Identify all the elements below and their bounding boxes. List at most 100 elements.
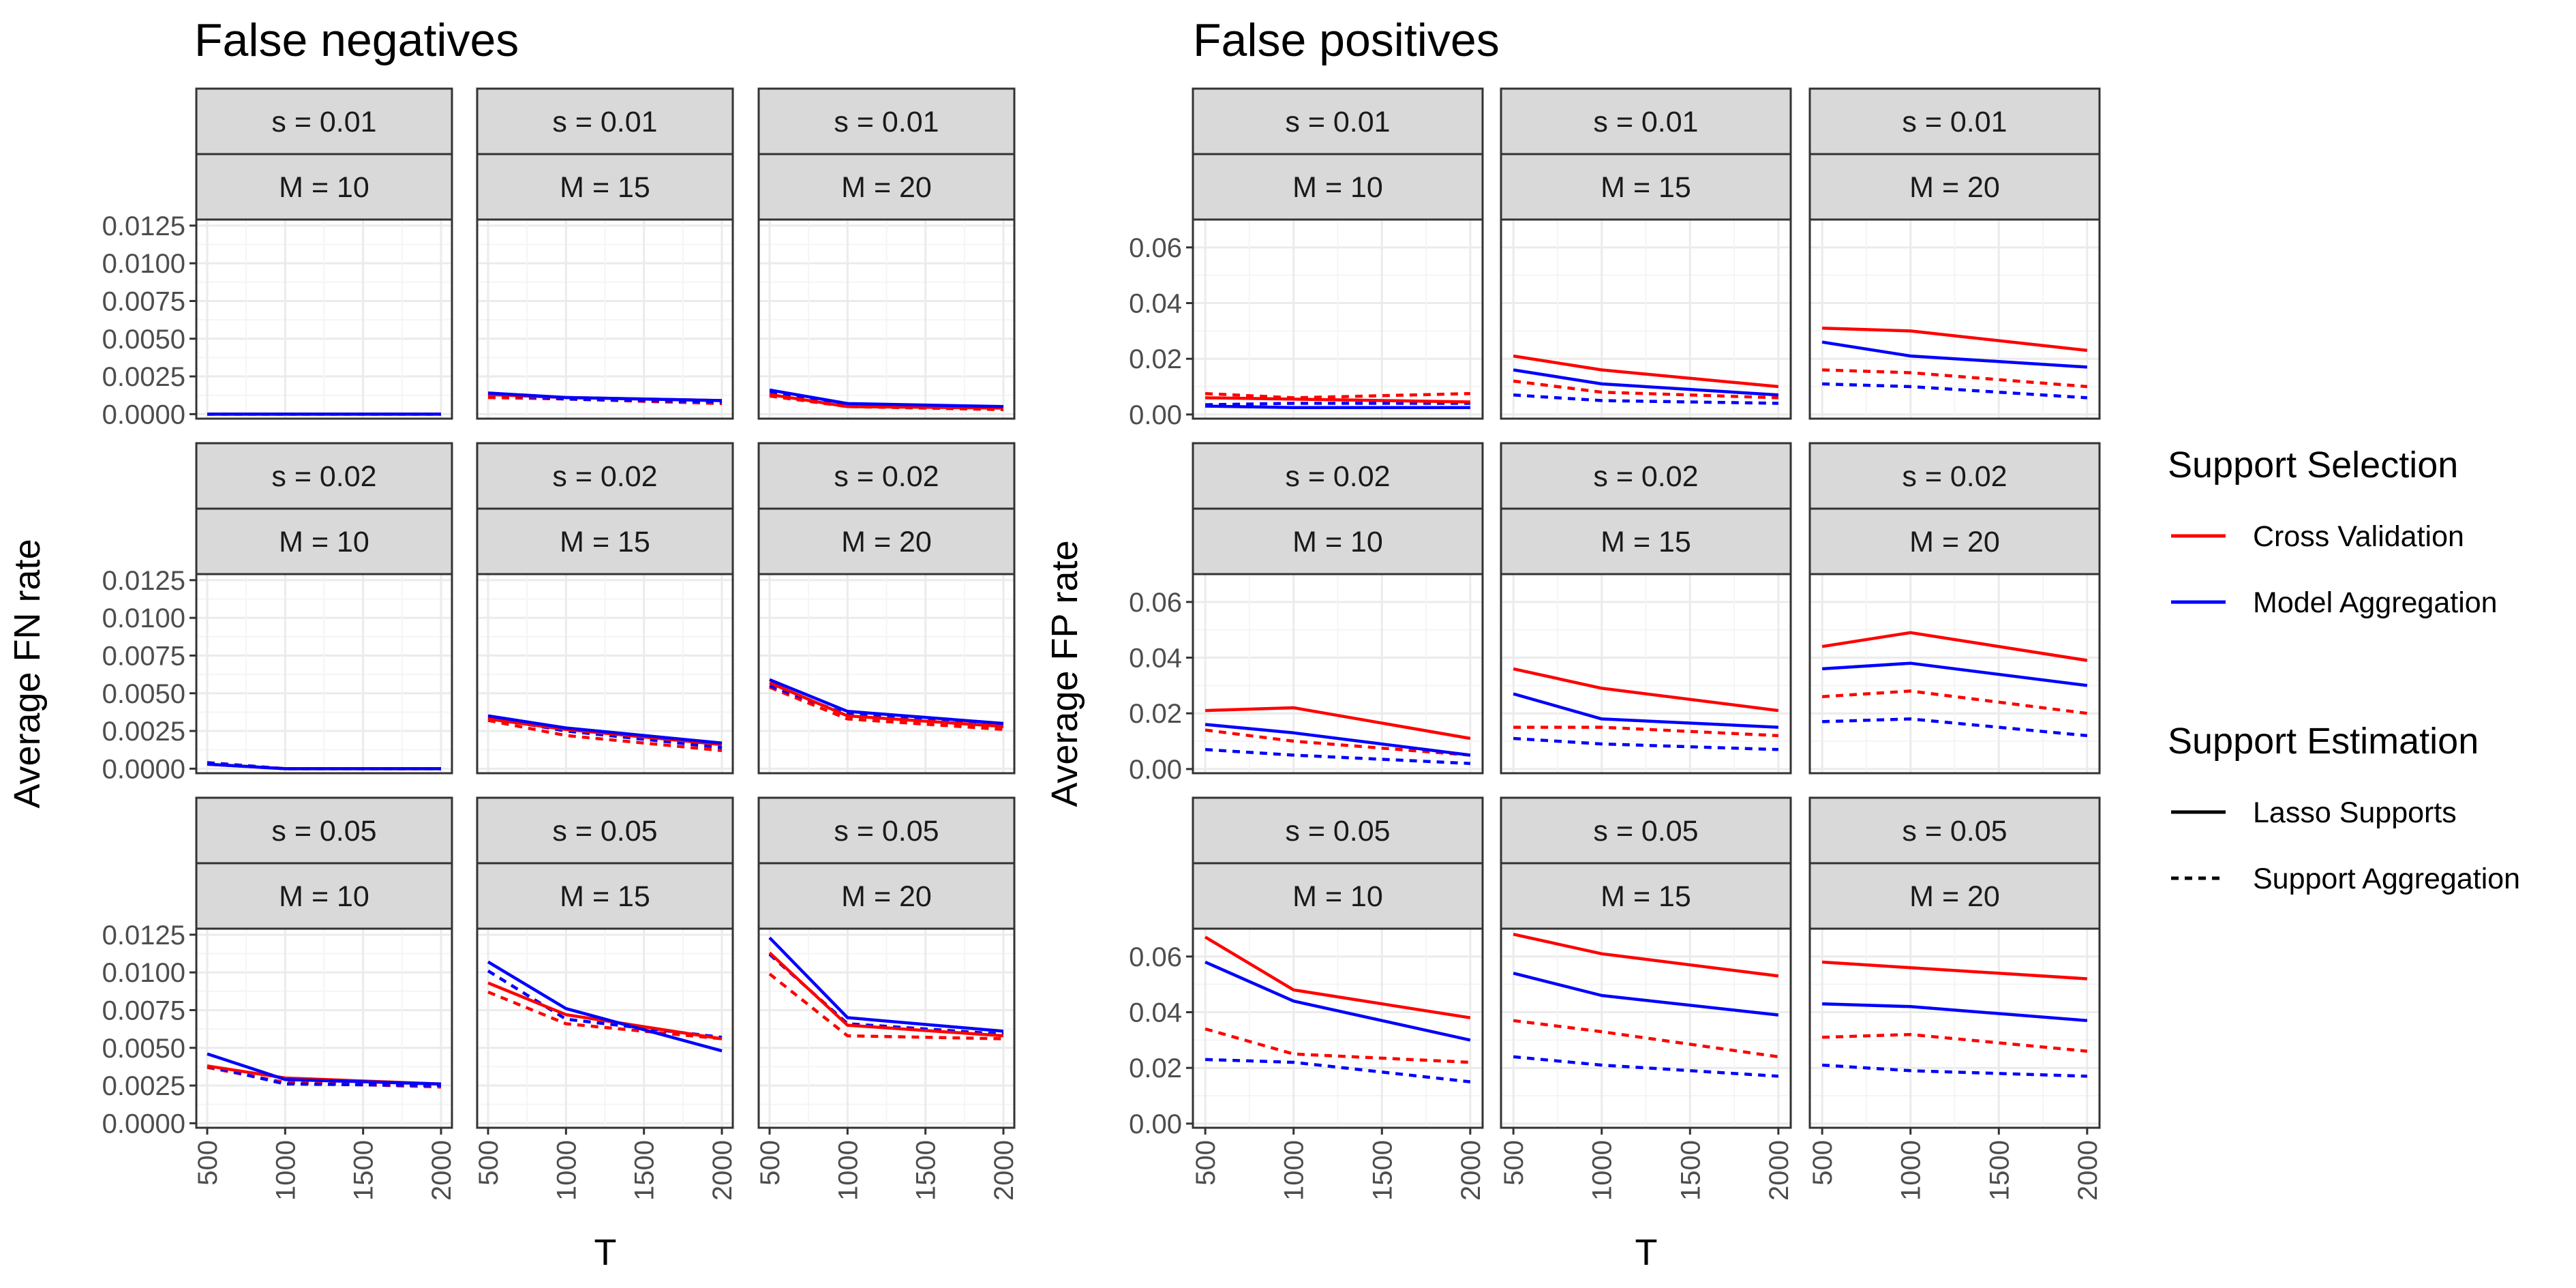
strip-s-label: s = 0.02 [1902,460,2007,493]
strip-m-label: M = 20 [841,880,932,913]
strip-m [1500,862,1792,930]
x-tick-label: 2000 [1456,1140,1486,1201]
series-line-ma-lasso-supports [1822,1002,2088,1023]
series-line-cv-support-aggregation [1204,728,1471,757]
series-line-cv-lasso-supports [1205,706,1471,740]
series-line-ma-lasso-supports [1821,661,2088,687]
series-line-ma-lasso-supports [487,960,723,1053]
series-line-ma-lasso-supports [487,391,723,402]
y-tick-label: 0.0075 [102,995,185,1025]
panel-border [1500,573,1792,775]
series-line-ma-support-aggregation [1205,402,1470,406]
strip-m-label: M = 15 [1601,526,1691,558]
strip-s-label: s = 0.01 [834,106,939,138]
x-tick-label: 1500 [1984,1140,2014,1201]
strip-s [195,442,453,510]
strip-s [476,87,734,155]
series-line-cv-lasso-supports [1204,935,1471,1019]
y-tick-label: 0.0025 [102,1071,185,1101]
strip-m-label: M = 20 [1909,526,2000,558]
panel-border [1808,218,2101,420]
series-line-ma-lasso-supports [769,388,1004,408]
strip-m-label: M = 20 [841,171,932,204]
facet-panel: s = 0.05 M = 10 0.0000 0.0025 0.0050 0.0075 0.… [102,796,457,1201]
y-tick-label: 0.0100 [102,249,185,279]
strip-m [1500,153,1792,221]
panel-border [476,573,734,775]
strip-m [1192,153,1484,221]
strip-s [1808,442,2101,510]
panel-group-false-negatives: False negatives s = 0.01 M = 10 0.0000 0.002… [7,14,1019,1273]
series-line-cv-support-aggregation [487,990,723,1040]
series-line-cv-lasso-supports [769,681,1004,728]
x-tick-label: 1500 [1676,1140,1706,1201]
facet-panel: s = 0.01 M = 15 [1500,87,1792,420]
strip-s-label: s = 0.05 [1285,815,1390,848]
legend-label-support-aggregation: Support Aggregation [2253,863,2520,895]
facet-panel: s = 0.02 M = 10 0.0000 0.0025 0.0050 0.0075 0.… [102,442,453,784]
x-tick-label: 500 [755,1140,785,1186]
series-line-ma-lasso-supports [769,678,1004,725]
series-line-cv-lasso-supports [1513,354,1779,389]
strip-s-label: s = 0.05 [834,815,939,848]
series-line-ma-support-aggregation [1822,382,2088,400]
y-tick-label: 0.0125 [102,566,185,596]
strip-m-label: M = 10 [1292,880,1383,913]
panel-border [476,218,734,420]
series-line-cv-support-aggregation [1822,368,2088,389]
legend-label-lasso-supports: Lasso Supports [2253,796,2457,829]
series-line-ma-support-aggregation [207,1064,442,1088]
series-line-ma-support-aggregation [487,715,723,749]
series-line-cv-support-aggregation [1822,1032,2088,1053]
series-line-cv-lasso-supports [1205,396,1470,404]
strip-s [476,796,734,865]
strip-m [476,507,734,575]
facet-panel: s = 0.02 M = 15 [1500,442,1792,775]
facet-panel: s = 0.01 M = 10 0.0000 0.0025 0.0050 0.0075 0.… [102,87,453,430]
facet-panel: s = 0.02 M = 15 [476,442,734,775]
strip-s [757,796,1016,865]
panel-border [1500,218,1792,420]
strip-s-label: s = 0.05 [1902,815,2007,848]
x-tick-label: 2000 [427,1140,457,1201]
strip-m-label: M = 15 [560,880,650,913]
facet-panel: s = 0.01 M = 10 0.00 0.02 0.04 0.06 [1129,87,1484,430]
series-line-cv-support-aggregation [768,972,1004,1040]
y-tick-label: 0.0050 [102,679,185,709]
strip-s-label: s = 0.01 [1902,106,2007,138]
panel-border [1500,927,1792,1129]
y-tick-label: 0.0125 [102,920,185,950]
y-tick-label: 0.00 [1129,400,1182,430]
y-tick-label: 0.0125 [102,211,185,241]
series-line-ma-support-aggregation [1821,1063,2087,1078]
legend-color-title: Support Selection [2168,445,2458,485]
y-tick-label: 0.0050 [102,1034,185,1064]
panel-border [476,927,734,1129]
strip-s [1192,87,1484,155]
series-line-cv-lasso-supports [1822,327,2088,353]
series-line-cv-support-aggregation [1204,1027,1471,1064]
facet-panel: s = 0.01 M = 20 [757,87,1016,420]
legend-linetype-title: Support Estimation [2168,721,2479,762]
series-line-cv-support-aggregation [769,685,1004,732]
strip-s [757,87,1016,155]
y-tick-label: 0.00 [1129,1109,1182,1139]
series-line-ma-lasso-supports [1205,404,1470,409]
strip-m [195,507,453,575]
series-line-ma-support-aggregation [1513,1055,1779,1078]
panel-border [195,927,453,1129]
x-tick-label: 2000 [1764,1140,1794,1201]
strip-m [1192,862,1484,930]
facet-panel: s = 0.02 M = 20 [1808,442,2101,775]
series-line-cv-support-aggregation [1821,689,2088,715]
y-tick-label: 0.00 [1129,755,1182,785]
series-line-cv-lasso-supports [768,951,1004,1038]
strip-m-label: M = 20 [1909,880,2000,913]
y-tick-label: 0.0000 [102,1109,185,1139]
y-tick-label: 0.0000 [102,400,185,430]
strip-s-label: s = 0.01 [1593,106,1698,138]
panel-border [195,573,453,775]
x-tick-label: 1000 [1896,1140,1926,1201]
